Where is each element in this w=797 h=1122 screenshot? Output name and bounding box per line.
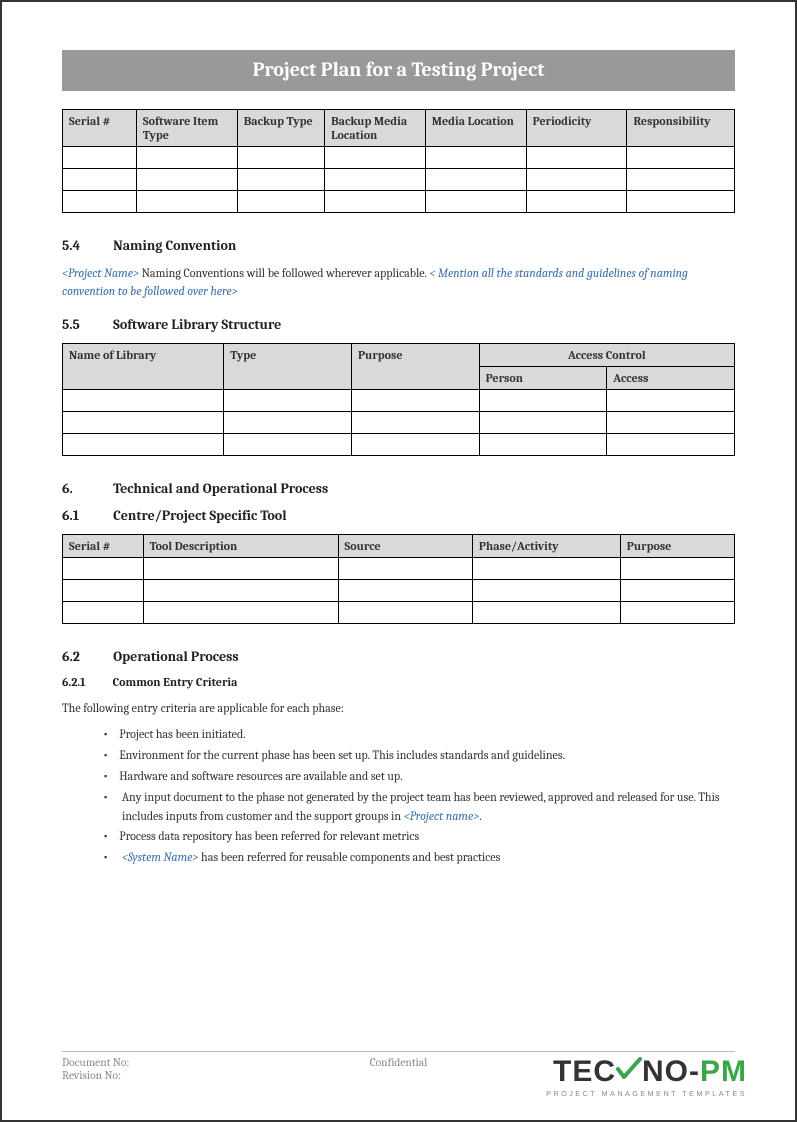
section-6-2-1-intro: The following entry criteria are applica… bbox=[62, 699, 735, 717]
footer-revision-no: Revision No: bbox=[62, 1069, 242, 1082]
table-row bbox=[63, 169, 735, 191]
section-title: Common Entry Criteria bbox=[113, 675, 238, 689]
col-media-location: Media Location bbox=[425, 110, 526, 147]
col-access: Access bbox=[607, 367, 735, 390]
col-backup-type: Backup Type bbox=[237, 110, 324, 147]
table-row bbox=[63, 191, 735, 213]
col-tool-description: Tool Description bbox=[143, 535, 338, 558]
section-6-2-1-heading: 6.2.1 Common Entry Criteria bbox=[62, 675, 735, 689]
section-5-5-heading: 5.5 Software Library Structure bbox=[62, 316, 735, 333]
technopm-logo: TEC NO-PM PROJECT MANAGEMENT TEMPLATES bbox=[546, 1055, 747, 1098]
table-project-tools: Serial # Tool Description Source Phase/A… bbox=[62, 534, 735, 624]
table-row bbox=[63, 434, 735, 456]
footer-confidential: Confidential bbox=[242, 1056, 555, 1069]
list-item: Any input document to the phase not gene… bbox=[104, 788, 735, 826]
list-item: Environment for the current phase has be… bbox=[104, 746, 735, 765]
section-title: Operational Process bbox=[113, 648, 239, 665]
col-backup-media-location: Backup Media Location bbox=[325, 110, 426, 147]
table-row bbox=[63, 390, 735, 412]
section-number: 5.4 bbox=[62, 237, 110, 254]
col-type: Type bbox=[224, 344, 352, 390]
section-number: 6.2 bbox=[62, 648, 110, 665]
section-title: Software Library Structure bbox=[113, 316, 281, 333]
logo-part-tec: TEC bbox=[553, 1055, 616, 1088]
col-purpose: Purpose bbox=[351, 344, 479, 390]
table-library-structure: Name of Library Type Purpose Access Cont… bbox=[62, 343, 735, 456]
section-title: Centre/Project Specific Tool bbox=[113, 507, 286, 524]
page-title: Project Plan for a Testing Project bbox=[62, 50, 735, 91]
table-backup-items: Serial # Software Item Type Backup Type … bbox=[62, 109, 735, 213]
col-source: Source bbox=[338, 535, 472, 558]
checkmark-icon bbox=[616, 1057, 642, 1089]
placeholder-system-name: <System Name> bbox=[122, 850, 199, 864]
logo-text: TEC NO-PM bbox=[553, 1055, 747, 1087]
section-5-4-heading: 5.4 Naming Convention bbox=[62, 237, 735, 254]
col-name-of-library: Name of Library bbox=[63, 344, 224, 390]
logo-part-pm: PM bbox=[700, 1055, 747, 1088]
section-number: 6. bbox=[62, 480, 110, 497]
col-phase-activity: Phase/Activity bbox=[472, 535, 620, 558]
list-item: Hardware and software resources are avai… bbox=[104, 767, 735, 786]
table-header-row: Name of Library Type Purpose Access Cont… bbox=[63, 344, 735, 367]
table-row bbox=[63, 602, 735, 624]
col-periodicity: Periodicity bbox=[526, 110, 627, 147]
section-title: Technical and Operational Process bbox=[113, 480, 328, 497]
table-row bbox=[63, 580, 735, 602]
section-6-2-heading: 6.2 Operational Process bbox=[62, 648, 735, 665]
col-responsibility: Responsibility bbox=[627, 110, 735, 147]
col-serial: Serial # bbox=[63, 535, 144, 558]
section-number: 5.5 bbox=[62, 316, 110, 333]
body-text: has been referred for reusable component… bbox=[198, 850, 500, 864]
table-header-row: Serial # Software Item Type Backup Type … bbox=[63, 110, 735, 147]
col-purpose: Purpose bbox=[620, 535, 734, 558]
placeholder-project-name: <Project name> bbox=[404, 809, 480, 823]
logo-part-no: NO bbox=[642, 1055, 689, 1088]
col-software-item-type: Software Item Type bbox=[136, 110, 237, 147]
col-serial: Serial # bbox=[63, 110, 137, 147]
section-6-1-heading: 6.1 Centre/Project Specific Tool bbox=[62, 507, 735, 524]
list-item: Project has been initiated. bbox=[104, 725, 735, 744]
section-number: 6.1 bbox=[62, 507, 110, 524]
table-row bbox=[63, 147, 735, 169]
col-access-control: Access Control bbox=[479, 344, 734, 367]
footer-document-no: Document No: bbox=[62, 1056, 242, 1069]
table-row bbox=[63, 558, 735, 580]
col-person: Person bbox=[479, 367, 607, 390]
footer-rule bbox=[62, 1051, 735, 1052]
body-text: Naming Conventions will be followed wher… bbox=[139, 266, 429, 280]
logo-dash: - bbox=[689, 1055, 700, 1088]
document-page: Project Plan for a Testing Project Seria… bbox=[0, 0, 797, 1122]
logo-subtitle: PROJECT MANAGEMENT TEMPLATES bbox=[546, 1089, 747, 1098]
section-5-4-body: <Project Name> Naming Conventions will b… bbox=[62, 264, 735, 300]
table-row bbox=[63, 412, 735, 434]
section-title: Naming Convention bbox=[113, 237, 236, 254]
placeholder-project-name: <Project Name> bbox=[62, 266, 139, 280]
table-header-row: Serial # Tool Description Source Phase/A… bbox=[63, 535, 735, 558]
entry-criteria-list: Project has been initiated. Environment … bbox=[104, 725, 735, 867]
body-text: . bbox=[479, 809, 481, 823]
section-number: 6.2.1 bbox=[62, 675, 110, 689]
section-6-heading: 6. Technical and Operational Process bbox=[62, 480, 735, 497]
list-item: <System Name> has been referred for reus… bbox=[104, 848, 735, 867]
list-item: Process data repository has been referre… bbox=[104, 827, 735, 846]
